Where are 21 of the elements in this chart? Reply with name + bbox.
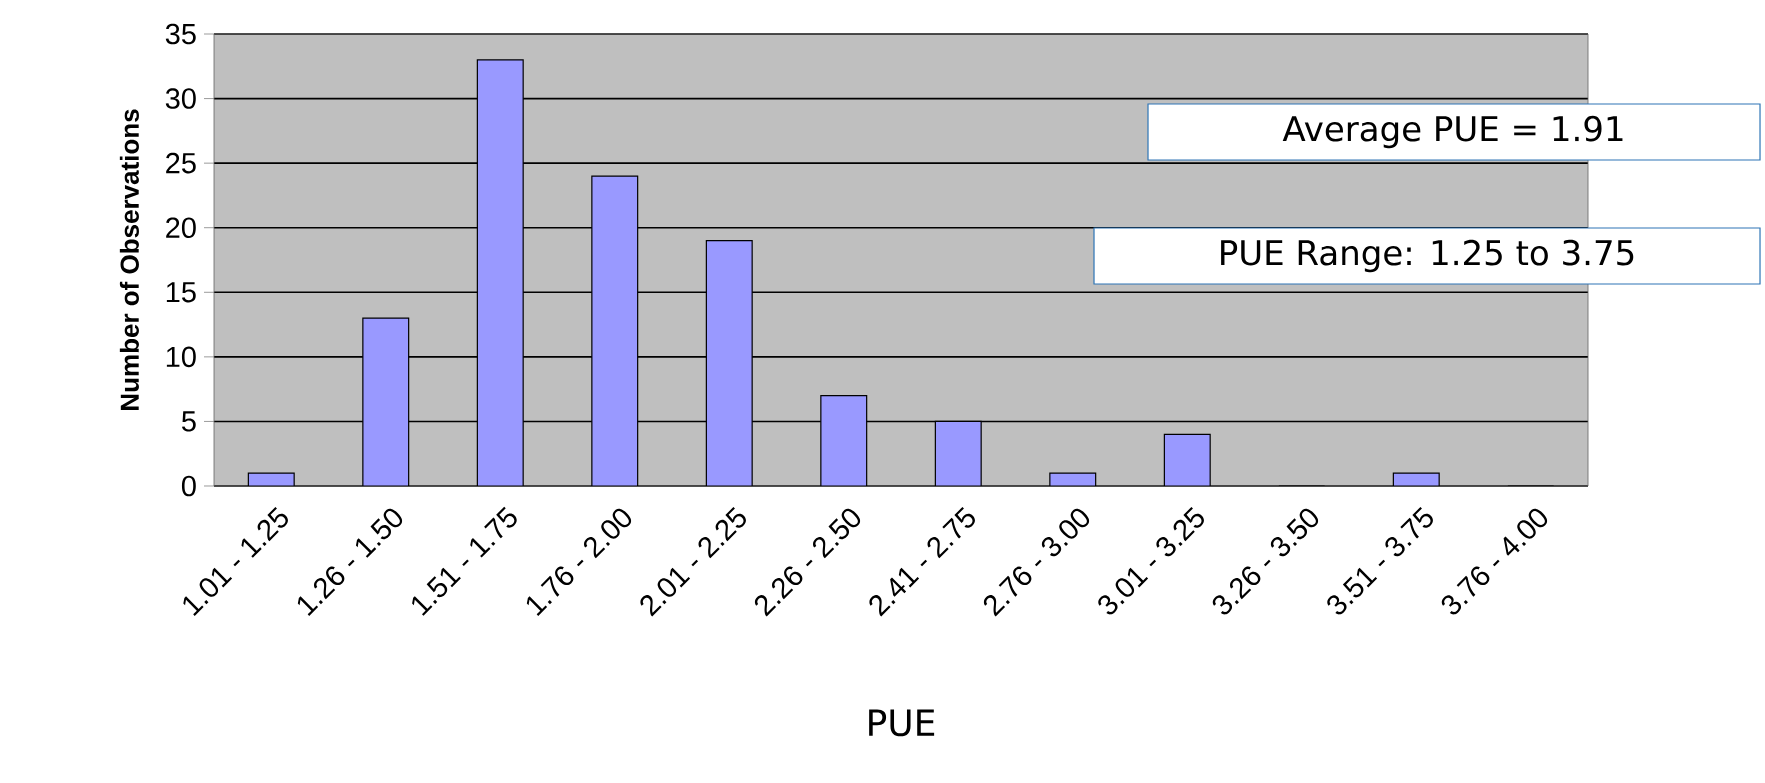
bar [934, 420, 982, 486]
y-tick-label: 20 [166, 217, 196, 238]
y-tick-label: 10 [166, 346, 196, 368]
bar [705, 240, 753, 486]
y-tick-label: 15 [166, 282, 196, 303]
bar [820, 395, 868, 486]
bar [591, 175, 639, 486]
annotation: Average PUE = 1.91 [1282, 115, 1623, 149]
x-tick-label: 3.26 - 3.50 [1212, 508, 1319, 615]
bar [362, 317, 410, 486]
x-axis-title: PUE [869, 709, 935, 737]
y-axis-title: Number of Observations [119, 109, 139, 410]
bar [476, 59, 524, 486]
y-tick-label: 30 [165, 88, 196, 109]
bar [1163, 433, 1211, 486]
y-tick-label: 25 [166, 152, 196, 174]
y-tick-label: 5 [181, 411, 196, 432]
y-tick-label: 35 [165, 23, 196, 45]
annotation: PUE Range: 1.25 to 3.75 [1221, 239, 1634, 273]
y-tick-label: 0 [181, 475, 196, 497]
x-tick-label: 3.76 - 4.00 [1441, 508, 1548, 615]
